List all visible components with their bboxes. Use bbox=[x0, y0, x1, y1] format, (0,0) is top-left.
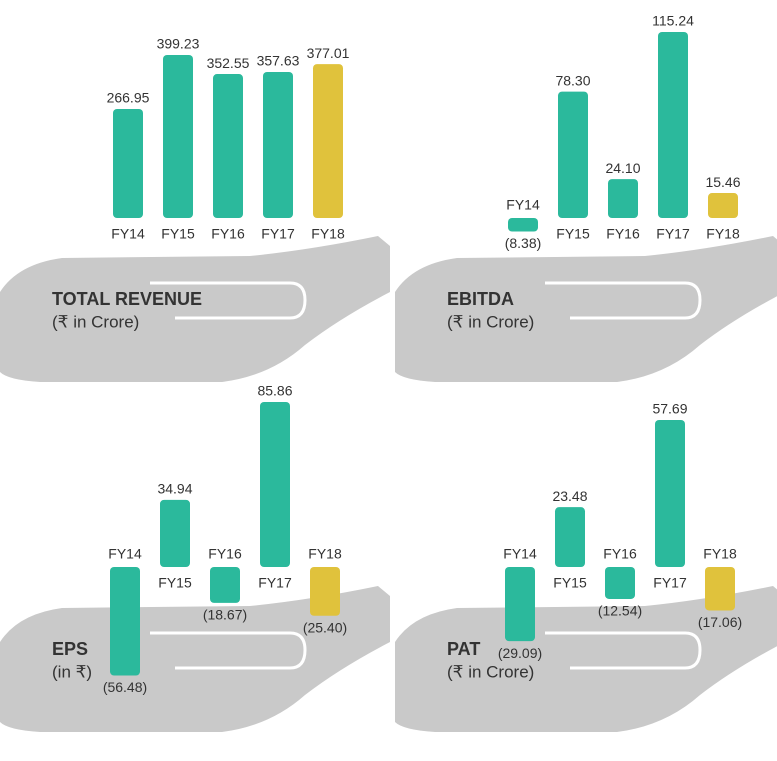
bar bbox=[110, 567, 140, 676]
category-label: FY18 bbox=[703, 546, 737, 562]
panel-subtitle: (in ₹) bbox=[52, 662, 92, 681]
value-label: 115.24 bbox=[652, 13, 694, 29]
panel-title: EBITDA bbox=[447, 289, 514, 309]
bar bbox=[213, 74, 243, 218]
category-label: FY15 bbox=[556, 226, 590, 242]
bar bbox=[160, 500, 190, 567]
bar bbox=[113, 109, 143, 218]
category-label: FY14 bbox=[108, 546, 142, 562]
value-label: (18.67) bbox=[203, 607, 247, 623]
category-label: FY15 bbox=[553, 575, 587, 591]
category-label: FY18 bbox=[706, 226, 740, 242]
category-label: FY14 bbox=[506, 197, 540, 213]
bar bbox=[658, 32, 688, 218]
panel-title: PAT bbox=[447, 639, 480, 659]
value-label: 57.69 bbox=[652, 401, 687, 417]
category-label: FY17 bbox=[656, 226, 690, 242]
value-label: (8.38) bbox=[505, 235, 542, 251]
bar bbox=[163, 55, 193, 218]
hand bbox=[0, 236, 390, 382]
panel-title: EPS bbox=[52, 639, 88, 659]
bar bbox=[210, 567, 240, 603]
value-label: 266.95 bbox=[107, 90, 150, 106]
bar bbox=[558, 92, 588, 218]
category-label: FY17 bbox=[653, 575, 687, 591]
bar bbox=[263, 72, 293, 218]
value-label: (17.06) bbox=[698, 614, 742, 630]
category-label: FY18 bbox=[311, 226, 345, 242]
panel-subtitle: (₹ in Crore) bbox=[447, 662, 534, 681]
panel-title: TOTAL REVENUE bbox=[52, 289, 202, 309]
value-label: 352.55 bbox=[207, 55, 250, 71]
bar bbox=[655, 420, 685, 567]
value-label: (12.54) bbox=[598, 603, 642, 619]
bar bbox=[555, 507, 585, 567]
value-label: 34.94 bbox=[157, 481, 192, 497]
bar bbox=[705, 567, 735, 610]
category-label: FY16 bbox=[603, 546, 637, 562]
category-label: FY17 bbox=[261, 226, 295, 242]
value-label: 23.48 bbox=[552, 488, 587, 504]
hand-shape bbox=[395, 236, 777, 382]
bar bbox=[605, 567, 635, 599]
value-label: 85.86 bbox=[257, 383, 292, 399]
category-label: FY14 bbox=[111, 226, 145, 242]
category-label: FY15 bbox=[161, 226, 195, 242]
bar bbox=[708, 193, 738, 218]
hand-shape bbox=[0, 236, 390, 382]
category-label: FY17 bbox=[258, 575, 292, 591]
value-label: 24.10 bbox=[605, 160, 640, 176]
bar bbox=[260, 402, 290, 567]
infographic: TOTAL REVENUE (₹ in Crore) 266.95 FY14 399.2… bbox=[0, 0, 777, 761]
category-label: FY18 bbox=[308, 546, 342, 562]
category-label: FY16 bbox=[208, 546, 242, 562]
hand bbox=[395, 236, 777, 382]
bar bbox=[310, 567, 340, 616]
panel-subtitle: (₹ in Crore) bbox=[447, 312, 534, 331]
value-label: 15.46 bbox=[705, 174, 740, 190]
value-label: (25.40) bbox=[303, 620, 347, 636]
value-label: 377.01 bbox=[307, 45, 350, 61]
panel-subtitle: (₹ in Crore) bbox=[52, 312, 139, 331]
bar bbox=[505, 567, 535, 641]
value-label: (56.48) bbox=[103, 679, 147, 695]
category-label: FY16 bbox=[211, 226, 245, 242]
value-label: 399.23 bbox=[157, 36, 200, 52]
bar bbox=[608, 179, 638, 218]
bar bbox=[508, 218, 538, 232]
category-label: FY16 bbox=[606, 226, 640, 242]
value-label: (29.09) bbox=[498, 645, 542, 661]
bar bbox=[313, 64, 343, 218]
category-label: FY15 bbox=[158, 575, 192, 591]
value-label: 357.63 bbox=[257, 53, 300, 69]
value-label: 78.30 bbox=[555, 72, 590, 88]
category-label: FY14 bbox=[503, 546, 537, 562]
